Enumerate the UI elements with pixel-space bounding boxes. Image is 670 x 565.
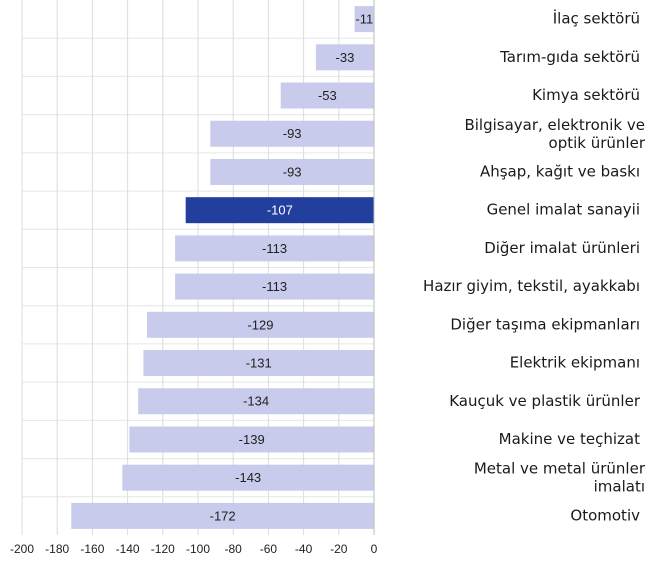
bar xyxy=(210,120,374,147)
value-label: -107 xyxy=(267,203,293,218)
category-label: Bilgisayar, elektronik ve optik ürünler xyxy=(464,115,645,151)
x-tick-label: -80 xyxy=(225,542,243,556)
x-tick-label: -40 xyxy=(295,542,313,556)
value-label: -113 xyxy=(262,279,287,294)
value-label: -172 xyxy=(210,508,236,523)
bar xyxy=(175,273,374,300)
value-label: -129 xyxy=(247,317,273,332)
bar xyxy=(122,464,374,491)
value-label: -93 xyxy=(283,126,302,141)
category-label: Tarım-gıda sektörü xyxy=(499,48,640,66)
category-label: Diğer taşıma ekipmanları xyxy=(450,315,640,333)
x-tick-label: -180 xyxy=(45,542,69,556)
category-label: Genel imalat sanayii xyxy=(487,201,640,219)
value-label: -143 xyxy=(235,470,261,485)
category-label: Kimya sektörü xyxy=(532,86,640,104)
value-label: -139 xyxy=(239,432,265,447)
category-label: İlaç sektörü xyxy=(553,9,640,28)
bar xyxy=(354,6,374,33)
bar xyxy=(146,311,374,338)
value-label: -53 xyxy=(318,88,337,103)
category-label: Diğer imalat ürünleri xyxy=(484,239,640,257)
bar xyxy=(280,82,374,109)
bar xyxy=(175,235,374,262)
category-label: Otomotiv xyxy=(570,506,640,524)
x-tick-label: -120 xyxy=(151,542,175,556)
bar xyxy=(315,44,374,71)
category-label: Makine ve teçhizat xyxy=(499,430,640,448)
x-tick-label: -60 xyxy=(260,542,278,556)
value-label: -113 xyxy=(262,241,287,256)
category-label: Ahşap, kağıt ve baskı xyxy=(480,162,640,180)
x-tick-label: -20 xyxy=(330,542,348,556)
bar xyxy=(138,388,374,415)
x-tick-label: -140 xyxy=(116,542,140,556)
bar xyxy=(129,426,374,453)
value-label: -134 xyxy=(243,394,269,409)
value-label: -93 xyxy=(283,164,302,179)
x-tick-label: -100 xyxy=(186,542,210,556)
bar xyxy=(210,158,374,185)
category-label: Elektrik ekipmanı xyxy=(510,354,640,372)
value-label: -11 xyxy=(355,12,373,27)
bar xyxy=(185,197,374,224)
value-label: -131 xyxy=(246,355,272,370)
x-tick-label: 0 xyxy=(371,542,378,556)
value-label: -33 xyxy=(336,50,355,65)
bar xyxy=(71,502,374,529)
category-label: Hazır giyim, tekstil, ayakkabı xyxy=(423,277,640,295)
category-label: Kauçuk ve plastik ürünler xyxy=(449,392,641,410)
category-label: Metal ve metal ürünler imalatı xyxy=(474,459,646,495)
bar xyxy=(143,350,374,377)
x-tick-label: -200 xyxy=(10,542,34,556)
x-tick-label: -160 xyxy=(80,542,104,556)
